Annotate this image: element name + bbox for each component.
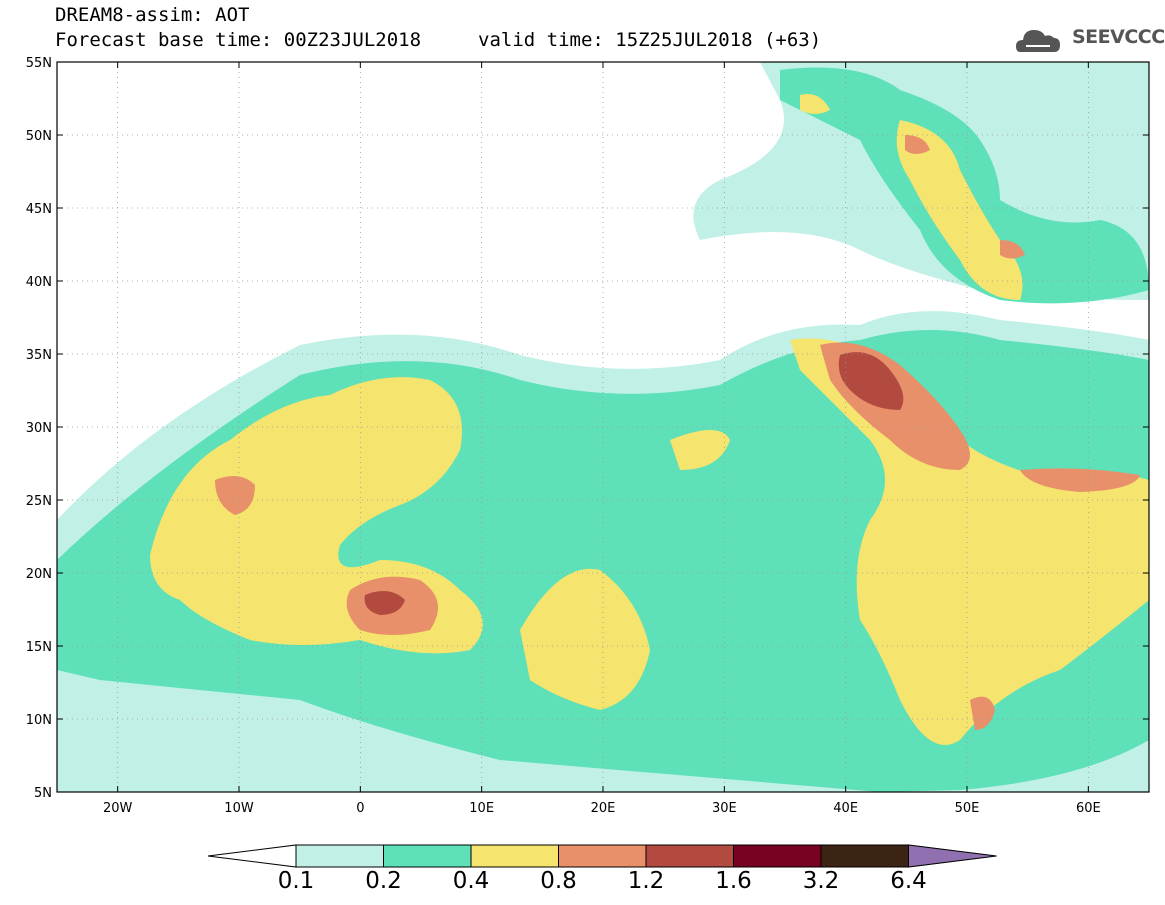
colorbar-segment — [733, 844, 822, 868]
colorbar-level-label: 1.2 — [627, 868, 665, 894]
colorbar-level-label: 0.4 — [452, 868, 490, 894]
lat-label: 25N — [26, 494, 52, 509]
lat-label: 30N — [26, 421, 52, 436]
lat-label: 40N — [26, 275, 52, 290]
colorbar-segment — [470, 844, 559, 868]
colorbar-level-label: 0.1 — [277, 868, 315, 894]
lat-label: 55N — [26, 56, 52, 71]
lat-label: 50N — [26, 129, 52, 144]
forecast-base-time: Forecast base time: 00Z23JUL2018 — [55, 29, 422, 51]
map-frame — [56, 61, 1150, 793]
colorbar-over-triangle — [908, 844, 997, 868]
lon-label: 10E — [469, 801, 494, 816]
colorbar-segment — [558, 844, 647, 868]
lon-label: 50E — [955, 801, 980, 816]
lon-label: 20W — [103, 801, 133, 816]
lat-label: 35N — [26, 348, 52, 363]
colorbar-level-label: 6.4 — [890, 868, 927, 894]
gridlines — [57, 62, 1149, 792]
colorbar-segment — [820, 844, 909, 868]
colorbar-level-label: 0.2 — [365, 868, 402, 894]
colorbar-segment — [295, 844, 384, 868]
lon-labels: 20W 10W 0 10E 20E 30E 40E 50E 60E — [103, 801, 1101, 816]
lat-label: 10N — [26, 713, 52, 728]
colorbar-level-label: 0.8 — [540, 868, 577, 894]
colorbar-under-triangle — [207, 844, 297, 868]
cloud-icon — [1016, 30, 1060, 52]
ticks — [57, 61, 1149, 793]
colorbar-level-label: 3.2 — [802, 868, 840, 894]
lat-labels: 55N 50N 45N 40N 35N 30N 25N 20N 15N 10N 5N — [26, 56, 52, 801]
lat-label: 20N — [26, 567, 52, 582]
lat-label: 45N — [26, 202, 52, 217]
valid-time: valid time: 15Z25JUL2018 (+63) — [478, 29, 822, 51]
lon-label: 40E — [833, 801, 858, 816]
logo-text: SEEVCCC — [1072, 26, 1165, 48]
colorbar — [207, 844, 997, 868]
colorbar-segment — [383, 844, 472, 868]
aot-field — [57, 62, 1149, 792]
lon-label: 20E — [591, 801, 616, 816]
lon-label: 60E — [1076, 801, 1101, 816]
colorbar-level-label: 1.6 — [715, 868, 752, 894]
lat-label: 5N — [34, 786, 52, 801]
lat-label: 15N — [26, 640, 52, 655]
lon-label: 10W — [224, 801, 254, 816]
lon-label: 30E — [712, 801, 737, 816]
colorbar-segment — [645, 844, 734, 868]
chart-title: DREAM8-assim: AOT — [55, 4, 250, 26]
lon-label: 0 — [356, 801, 364, 816]
